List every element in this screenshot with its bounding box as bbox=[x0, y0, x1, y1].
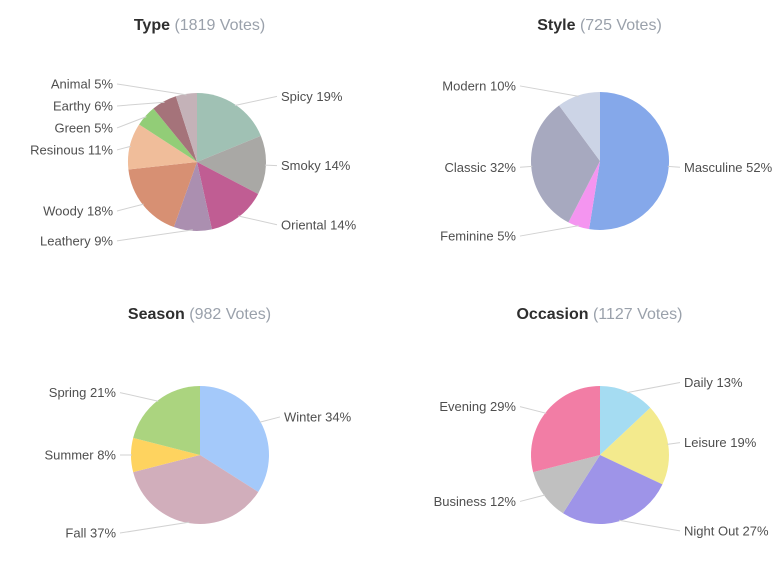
pie-slice-leathery[interactable] bbox=[173, 162, 212, 231]
pie-label-masculine: Masculine 52% bbox=[684, 160, 773, 175]
pie-leader-line-animal bbox=[116, 83, 187, 96]
pie-leader-line-resinous bbox=[116, 145, 131, 151]
pie-slice-green[interactable] bbox=[139, 108, 197, 162]
chart-panel-style: Style (725 Votes) Masculine 52% Modern 10… bbox=[391, 0, 782, 289]
pie-chart-style: Masculine 52% Modern 10% Classic 32% Femini… bbox=[440, 78, 773, 244]
pie-label-spring: Spring 21% bbox=[49, 385, 117, 400]
pie-slice-leisure[interactable] bbox=[600, 407, 669, 485]
chart-title-occasion: Occasion (1127 Votes) bbox=[404, 305, 782, 325]
pie-leader-line-modern bbox=[519, 85, 579, 97]
pie-leader-line-classic bbox=[519, 165, 533, 168]
pie-slice-masculine[interactable] bbox=[589, 92, 670, 230]
chart-title-text: Season bbox=[127, 306, 185, 323]
pie-leader-line-daily bbox=[626, 382, 681, 394]
pie-leader-line-feminine bbox=[519, 225, 579, 237]
pie-label-animal: Animal 5% bbox=[51, 77, 114, 92]
pie-leader-line-spring bbox=[119, 392, 159, 402]
pie-slice-classic[interactable] bbox=[531, 105, 600, 223]
pie-slice-animal[interactable] bbox=[175, 93, 197, 162]
chart-title-style: Style (725 Votes) bbox=[404, 16, 782, 36]
pie-slice-oriental[interactable] bbox=[197, 162, 259, 230]
chart-votes-count: (725 Votes) bbox=[579, 17, 662, 34]
pie-slice-resinous[interactable] bbox=[128, 124, 197, 170]
pie-label-fall: Fall 37% bbox=[65, 526, 116, 541]
pie-chart-type: Spicy 19% Smoky 14% Oriental 14% Animal 5% E… bbox=[30, 77, 357, 249]
pie-leader-line-leathery bbox=[116, 229, 193, 242]
pie-slice-winter[interactable] bbox=[200, 386, 270, 492]
pie-label-night-out: Night Out 27% bbox=[684, 523, 769, 538]
pie-slice-summer[interactable] bbox=[131, 437, 200, 473]
pie-label-classic: Classic 32% bbox=[444, 160, 516, 175]
chart-votes-count: (982 Votes) bbox=[189, 306, 272, 323]
chart-panel-type: Type (1819 Votes) Spicy 19% Smoky 14% Orie… bbox=[0, 0, 391, 289]
pie-label-green: Green 5% bbox=[54, 121, 113, 136]
pie-label-leathery: Leathery 9% bbox=[40, 233, 113, 248]
pie-slice-spicy[interactable] bbox=[197, 93, 261, 162]
pie-slice-spring[interactable] bbox=[133, 386, 200, 455]
pie-label-woody: Woody 18% bbox=[43, 204, 113, 219]
pie-leader-line-evening bbox=[519, 406, 547, 414]
pie-leader-line-spicy bbox=[234, 95, 278, 107]
chart-title-type: Type (1819 Votes) bbox=[4, 16, 395, 36]
pie-leader-line-earthy bbox=[116, 101, 165, 107]
pie-label-oriental: Oriental 14% bbox=[281, 217, 357, 232]
chart-title-text: Occasion bbox=[516, 306, 589, 323]
pie-leader-line-night-out bbox=[618, 519, 681, 532]
pie-label-resinous: Resinous 11% bbox=[30, 143, 113, 158]
pie-leader-line-leisure bbox=[667, 442, 681, 445]
pie-label-modern: Modern 10% bbox=[442, 78, 516, 93]
chart-title-season: Season (982 Votes) bbox=[4, 305, 395, 325]
pie-slice-earthy[interactable] bbox=[153, 96, 197, 162]
pie-leader-line-oriental bbox=[238, 215, 278, 226]
chart-title-text: Style bbox=[537, 17, 576, 34]
pie-leader-line-fall bbox=[119, 521, 190, 534]
pie-slice-smoky[interactable] bbox=[197, 135, 266, 194]
chart-votes-count: (1127 Votes) bbox=[592, 306, 683, 323]
pie-slice-woody[interactable] bbox=[128, 162, 197, 227]
chart-votes-count: (1819 Votes) bbox=[174, 17, 266, 34]
pie-slice-daily[interactable] bbox=[600, 386, 651, 455]
pie-leader-line-green bbox=[116, 116, 147, 129]
pie-slice-evening[interactable] bbox=[531, 386, 600, 473]
pie-leader-line-masculine bbox=[667, 165, 681, 168]
chart-panel-occasion: Occasion (1127 Votes) Daily 13% Leisure 1… bbox=[391, 289, 782, 578]
pie-chart-occasion: Daily 13% Leisure 19% Night Out 27% Evening… bbox=[434, 375, 769, 538]
pie-label-business: Business 12% bbox=[434, 494, 517, 509]
pie-slice-business[interactable] bbox=[533, 455, 600, 514]
pie-label-daily: Daily 13% bbox=[684, 375, 743, 390]
pie-label-evening: Evening 29% bbox=[439, 399, 516, 414]
pie-label-feminine: Feminine 5% bbox=[440, 229, 516, 244]
pie-leader-line-business bbox=[519, 494, 546, 502]
pie-leader-line-winter bbox=[259, 416, 281, 423]
pie-leader-line-woody bbox=[116, 203, 144, 212]
pie-slice-modern[interactable] bbox=[559, 92, 600, 161]
pie-label-winter: Winter 34% bbox=[284, 409, 352, 424]
pie-chart-season: Winter 34% Spring 21% Summer 8% Fall 37% bbox=[44, 385, 352, 541]
pie-label-earthy: Earthy 6% bbox=[53, 99, 113, 114]
pie-label-summer: Summer 8% bbox=[44, 448, 116, 463]
chart-title-text: Type bbox=[133, 17, 170, 34]
pie-label-spicy: Spicy 19% bbox=[281, 89, 343, 104]
pie-label-leisure: Leisure 19% bbox=[684, 435, 757, 450]
pie-label-smoky: Smoky 14% bbox=[281, 158, 351, 173]
pie-slice-night-out[interactable] bbox=[563, 455, 663, 524]
pie-leader-line-smoky bbox=[264, 164, 278, 167]
pie-slice-feminine[interactable] bbox=[568, 161, 600, 230]
chart-panel-season: Season (982 Votes) Winter 34% Spring 21% S… bbox=[0, 289, 391, 578]
pie-slice-fall[interactable] bbox=[133, 455, 259, 524]
